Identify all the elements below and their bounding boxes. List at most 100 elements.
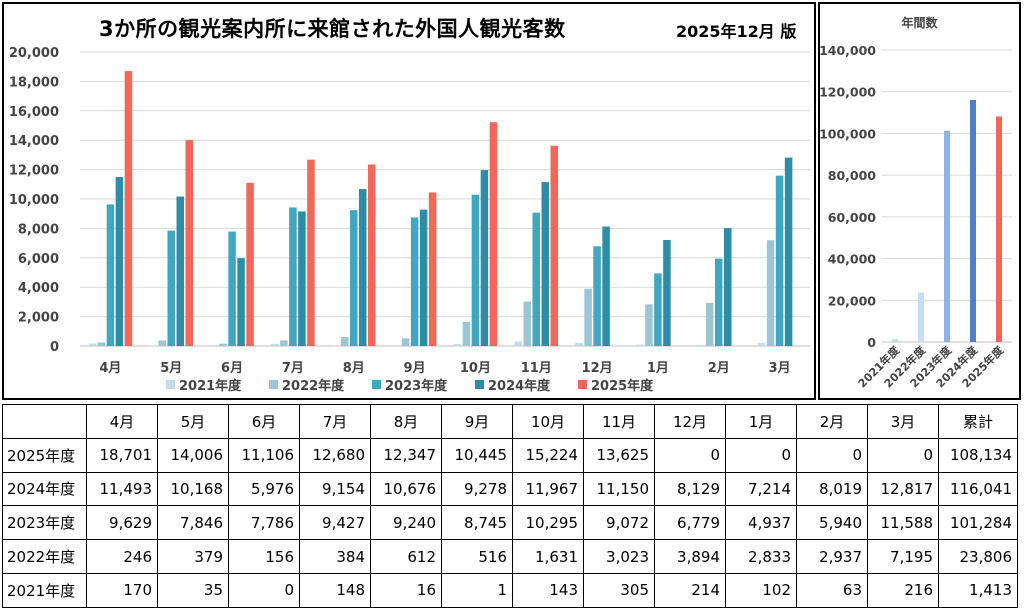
table-cell: 2月 xyxy=(796,404,868,439)
bar xyxy=(453,343,462,346)
bar xyxy=(149,345,157,346)
table-cell: 102 xyxy=(725,572,797,608)
table-cell: 379 xyxy=(157,539,229,574)
table-cell: 1月 xyxy=(725,404,797,439)
legend-label: 2024年度 xyxy=(488,378,551,394)
chart-title: 3か所の観光案内所に来館された外国人観光客数 xyxy=(99,17,566,41)
legend-label: 2022年度 xyxy=(282,378,345,394)
table-cell: 0 xyxy=(654,437,726,473)
bar xyxy=(428,192,437,346)
bar xyxy=(401,338,410,346)
table-cell: 156 xyxy=(228,539,300,574)
y-tick-label: 4,000 xyxy=(18,281,59,296)
table-cell: 16 xyxy=(370,572,442,608)
bar xyxy=(593,246,601,346)
table-cell: 9,629 xyxy=(86,505,158,541)
table-cell: 11,106 xyxy=(228,437,300,473)
table-cell: 11,150 xyxy=(583,471,655,507)
table-cell: 9,427 xyxy=(299,505,371,541)
bar xyxy=(715,258,723,346)
bar xyxy=(575,342,583,346)
bar xyxy=(523,301,531,346)
bar xyxy=(471,194,480,346)
bar xyxy=(489,122,498,346)
bar xyxy=(918,292,924,342)
bar xyxy=(636,344,644,346)
table-cell: 4,937 xyxy=(725,505,797,541)
bar xyxy=(944,130,950,342)
bar xyxy=(97,342,106,346)
table-cell: 3月 xyxy=(867,404,939,439)
table-cell: 10,295 xyxy=(512,505,584,541)
x-tick-label: 12月 xyxy=(582,361,613,376)
bar xyxy=(350,210,358,346)
table-cell: 8,129 xyxy=(654,471,726,507)
bar xyxy=(970,99,976,343)
table-cell: 15,224 xyxy=(512,437,584,473)
table-cell: 7,195 xyxy=(867,539,939,574)
table-cell: 6月 xyxy=(228,404,300,439)
y-tick-label: 8,000 xyxy=(18,222,59,237)
table-cell: 23,806 xyxy=(938,539,1018,574)
annual-bar-chart: 0 20,000 40,000 60,000 80,000 100,000 120,000 1… xyxy=(820,43,1012,390)
table-cell: 11,493 xyxy=(86,471,158,507)
bar xyxy=(480,170,489,346)
table-cell: 10,168 xyxy=(157,471,229,507)
row-header-cell: 2021年度 xyxy=(2,572,87,608)
table-cell: 7,214 xyxy=(725,471,797,507)
table-cell: 9,154 xyxy=(299,471,371,507)
y-tick-label: 2,000 xyxy=(18,311,59,326)
bar xyxy=(298,211,306,346)
bar xyxy=(419,209,428,346)
table-cell: 8,745 xyxy=(441,505,513,541)
y-tick-label: 0 xyxy=(50,340,59,355)
bar xyxy=(532,212,540,346)
y-tick-label: 100,000 xyxy=(820,126,876,141)
y-tick-label: 20,000 xyxy=(828,293,877,308)
table-cell: 9,278 xyxy=(441,471,513,507)
table-cell: 2,937 xyxy=(796,539,868,574)
bar xyxy=(185,140,193,346)
monthly-bar-chart: 0 2,000 4,000 6,000 8,000 10,000 12,000 14,000 1… xyxy=(9,46,810,394)
bar xyxy=(368,164,376,346)
table-cell: 1,413 xyxy=(938,572,1018,608)
bar xyxy=(341,337,349,346)
annual-chart-title: 年間数 xyxy=(901,16,938,30)
bar xyxy=(697,345,705,346)
table-cell: 8,019 xyxy=(796,471,868,507)
legend-label: 2021年度 xyxy=(179,378,242,394)
table-cell: 2,833 xyxy=(725,539,797,574)
data-table-wrapper: 4月 5月 6月 7月 8月 9月 10月 11月 12月 1月 2月 3月 累計 2025年度 18,70… xyxy=(2,404,1018,608)
y-tick-label: 18,000 xyxy=(9,75,59,90)
bar xyxy=(892,339,898,342)
table-cell: 384 xyxy=(299,539,371,574)
x-tick-label: 11月 xyxy=(521,361,552,376)
version-label: 2025年12月 版 xyxy=(676,22,797,41)
bar xyxy=(663,239,671,346)
bar xyxy=(766,240,775,346)
table-cell: 7,786 xyxy=(228,505,300,541)
table-cell: 累計 xyxy=(938,404,1018,439)
legend-swatch xyxy=(269,380,278,389)
bar xyxy=(584,288,592,346)
table-row: 2022年度 246 379 156 384 612 516 1,631 3,023 3,894 2… xyxy=(2,539,1018,574)
table-cell: 9,240 xyxy=(370,505,442,541)
table-cell: 10,445 xyxy=(441,437,513,473)
table-row: 2021年度 170 35 0 148 16 1 143 305 214 102 63 216 1,413 xyxy=(2,572,1018,608)
table-cell: 305 xyxy=(583,572,655,608)
table-cell: 9月 xyxy=(441,404,513,439)
table-cell: 6,779 xyxy=(654,505,726,541)
table-cell: 12,347 xyxy=(370,437,442,473)
monthly-chart-panel: 3か所の観光案内所に来館された外国人観光客数 2025年12月 版 0 2,000… xyxy=(2,2,816,400)
table-cell: 3,023 xyxy=(583,539,655,574)
bar xyxy=(996,116,1002,342)
x-tick-label: 9月 xyxy=(404,361,426,376)
table-cell: 11月 xyxy=(583,404,655,439)
table-cell: 10,676 xyxy=(370,471,442,507)
table-cell: 11,588 xyxy=(867,505,939,541)
table-cell: 143 xyxy=(512,572,584,608)
table-cell: 5,940 xyxy=(796,505,868,541)
row-header-cell: 2022年度 xyxy=(2,539,87,574)
legend-swatch xyxy=(578,380,587,389)
table-cell: 101,284 xyxy=(938,505,1018,541)
